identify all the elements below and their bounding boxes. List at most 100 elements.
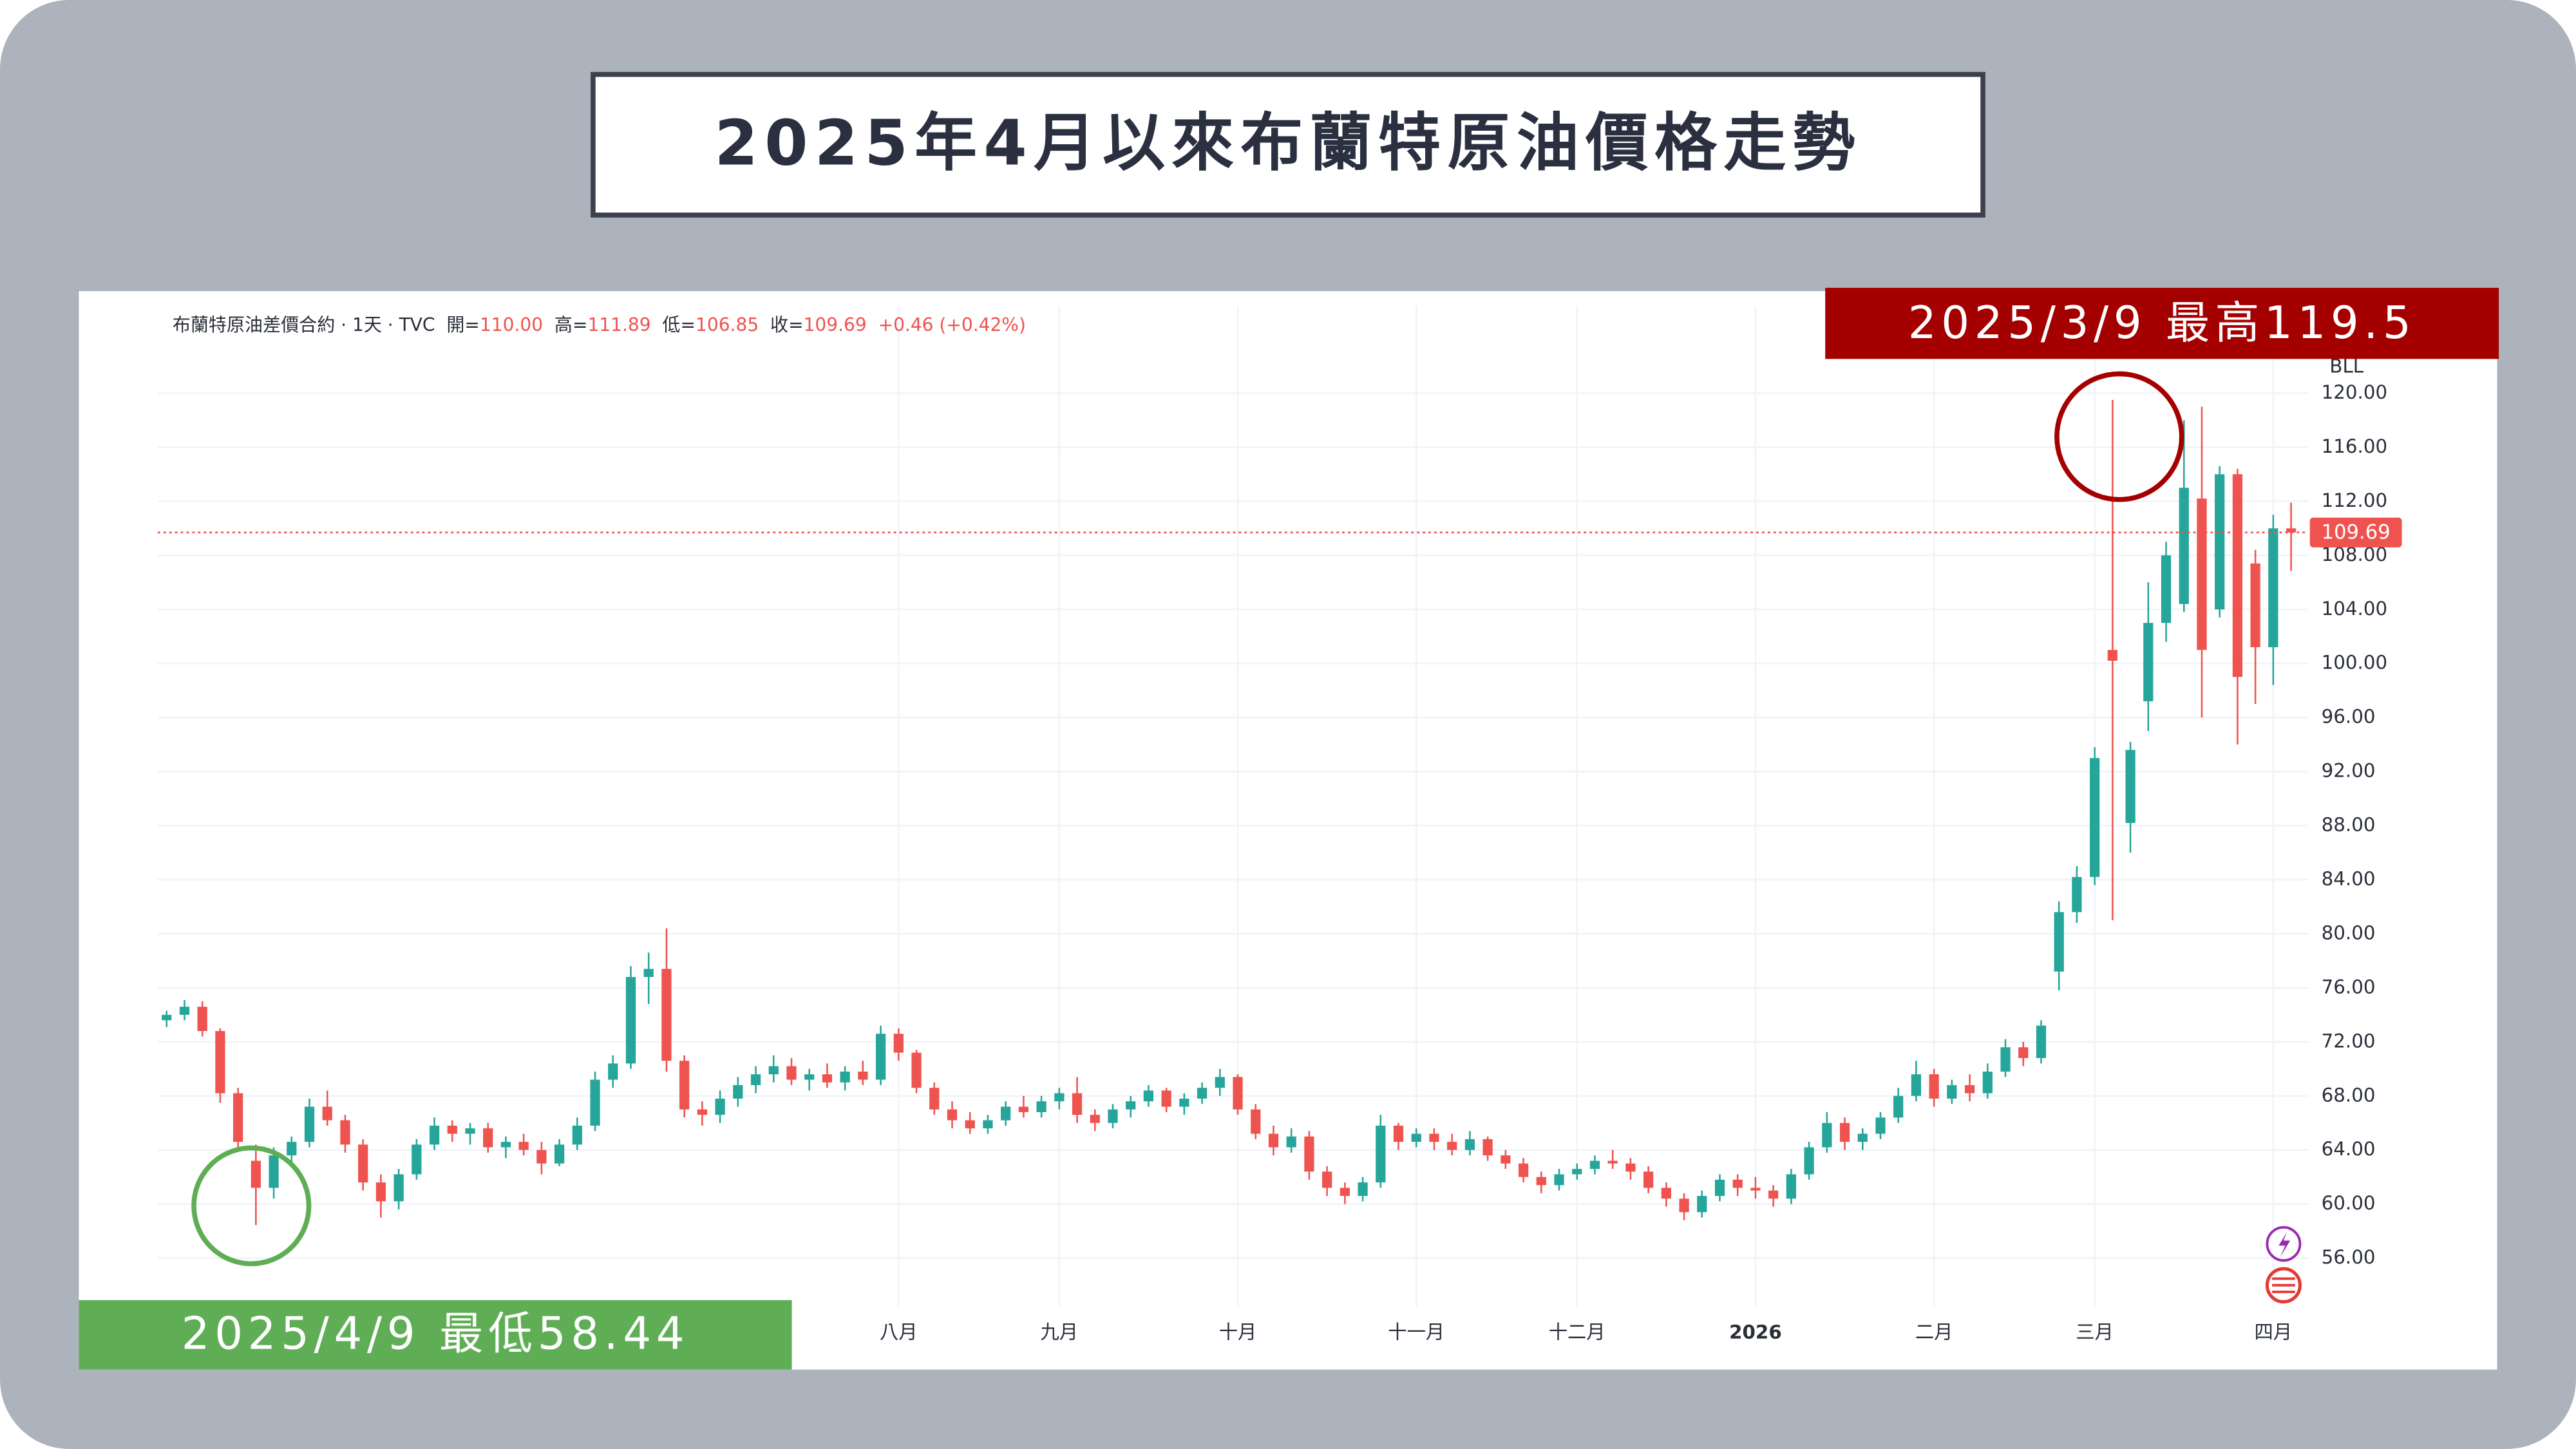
candle-body xyxy=(875,1034,886,1080)
candle-body xyxy=(447,1125,457,1134)
candle-body xyxy=(1197,1088,1208,1099)
candle-body xyxy=(2054,912,2064,972)
plot: 八月 九月 十月 十一月 十二月 2026 二月 三月 四月 56.00 60.00 64.00 68.… xyxy=(157,306,2402,1343)
symbol: 布蘭特原油差價合約 · 1天 · TVC xyxy=(173,314,435,336)
candle-body xyxy=(429,1125,440,1145)
candle-body xyxy=(500,1142,511,1148)
candle-body xyxy=(1804,1147,1814,1175)
y-tick-label: 64.00 xyxy=(2322,1138,2376,1160)
high-annotation: 2025/3/9 最高119.5 xyxy=(1908,298,2416,349)
candle-body xyxy=(2179,488,2189,604)
candle-body xyxy=(251,1160,261,1188)
x-tick-label: 十月 xyxy=(1219,1321,1257,1343)
candle-body xyxy=(572,1125,582,1145)
low-label: 低= xyxy=(662,314,696,336)
candle-body xyxy=(1518,1163,1529,1177)
title-box xyxy=(591,71,1985,218)
candle-body xyxy=(1982,1071,1993,1094)
low-annotation-box xyxy=(79,1300,792,1370)
candle-body xyxy=(822,1074,833,1083)
candle-body xyxy=(643,969,654,978)
candle-body xyxy=(2018,1047,2029,1058)
candle-body xyxy=(911,1052,922,1088)
candle-body xyxy=(1661,1188,1671,1199)
candle-body xyxy=(2143,623,2154,701)
candle-body xyxy=(1322,1171,1332,1188)
candle-body xyxy=(1786,1174,1797,1199)
x-tick-label: 十一月 xyxy=(1388,1321,1444,1343)
candle-body xyxy=(304,1106,315,1142)
y-tick-label: 72.00 xyxy=(2322,1030,2376,1052)
candle-body xyxy=(483,1128,493,1148)
change: +0.46 (+0.42%) xyxy=(878,314,1026,336)
candle-body xyxy=(2250,563,2260,648)
candle-body xyxy=(1679,1198,1689,1213)
candle-body xyxy=(2036,1025,2047,1058)
candle-body xyxy=(2000,1047,2011,1072)
y-tick-label: 92.00 xyxy=(2322,760,2376,782)
candle-body xyxy=(2125,750,2136,823)
y-tick-label: 104.00 xyxy=(2322,598,2388,620)
overlay: 2025/3/9 最高119.5 2025/4/9 最低58.44 xyxy=(79,287,2499,1370)
candle-body xyxy=(965,1120,975,1129)
close-value: 109.69 xyxy=(804,314,867,336)
x-tick-label: 十二月 xyxy=(1549,1321,1605,1343)
candle-body xyxy=(412,1144,422,1175)
candle-body xyxy=(1393,1125,1404,1142)
open-value: 110.00 xyxy=(480,314,543,336)
candle-body xyxy=(162,1014,172,1021)
chart-panel xyxy=(79,291,2497,1370)
candle-body xyxy=(715,1098,725,1115)
candle-body xyxy=(233,1093,243,1142)
candle-body xyxy=(1358,1182,1368,1197)
candle-body xyxy=(1464,1139,1475,1150)
candle-body xyxy=(1072,1093,1083,1115)
candle-body xyxy=(1108,1109,1118,1123)
candle-body xyxy=(1893,1095,1904,1118)
candle-body xyxy=(1929,1074,1939,1099)
candle-body xyxy=(2107,650,2117,661)
x-tick-label: 九月 xyxy=(1040,1321,1078,1343)
candle-body xyxy=(679,1061,690,1110)
candle-body xyxy=(983,1120,993,1129)
candle-body xyxy=(1750,1188,1761,1191)
candle-body xyxy=(1501,1155,1511,1164)
candle-body xyxy=(590,1079,600,1126)
candle-body xyxy=(1607,1160,1618,1164)
candle-body xyxy=(1857,1133,1868,1142)
candle-body xyxy=(697,1109,708,1115)
candle-body xyxy=(2197,498,2207,650)
candle-body xyxy=(340,1120,350,1145)
candle-body xyxy=(269,1155,279,1188)
last-price-tag-bg xyxy=(2309,517,2402,547)
candle-body xyxy=(1268,1133,1279,1148)
close-label: 收= xyxy=(770,314,804,336)
y-tick-label: 68.00 xyxy=(2322,1084,2376,1106)
candle-body xyxy=(1697,1196,1707,1213)
flag-glyph xyxy=(2272,1277,2295,1293)
high-marker xyxy=(2054,371,2184,502)
candle-body xyxy=(608,1063,618,1080)
candle-body xyxy=(1215,1077,1225,1088)
candle-body xyxy=(2072,876,2082,913)
candle-body xyxy=(179,1007,190,1015)
candle-body xyxy=(1589,1160,1600,1170)
candle-body xyxy=(1001,1106,1011,1121)
candle-body xyxy=(929,1088,940,1110)
candle-body xyxy=(287,1142,297,1156)
candle-body xyxy=(358,1144,368,1183)
candle-body xyxy=(1536,1177,1546,1186)
candle-body xyxy=(1572,1169,1582,1175)
low-annotation: 2025/4/9 最低58.44 xyxy=(182,1308,690,1359)
candle-body xyxy=(393,1174,404,1202)
lightning-glyph xyxy=(2278,1232,2291,1258)
candle-body xyxy=(1036,1101,1046,1112)
candle-body xyxy=(2215,474,2225,610)
candle-body xyxy=(661,969,672,1061)
candle-body xyxy=(858,1071,868,1080)
candle-body xyxy=(1732,1179,1743,1188)
candle-body xyxy=(1411,1133,1421,1142)
candle-body xyxy=(1304,1136,1314,1172)
